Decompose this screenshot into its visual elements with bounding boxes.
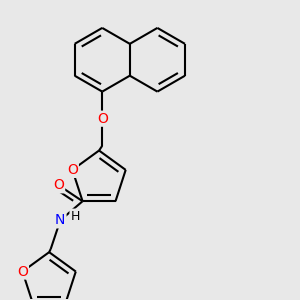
- Text: O: O: [67, 163, 78, 177]
- Text: N: N: [55, 213, 65, 227]
- Text: H: H: [70, 210, 80, 223]
- Text: O: O: [53, 178, 64, 192]
- Text: O: O: [17, 265, 28, 278]
- Text: O: O: [97, 112, 108, 126]
